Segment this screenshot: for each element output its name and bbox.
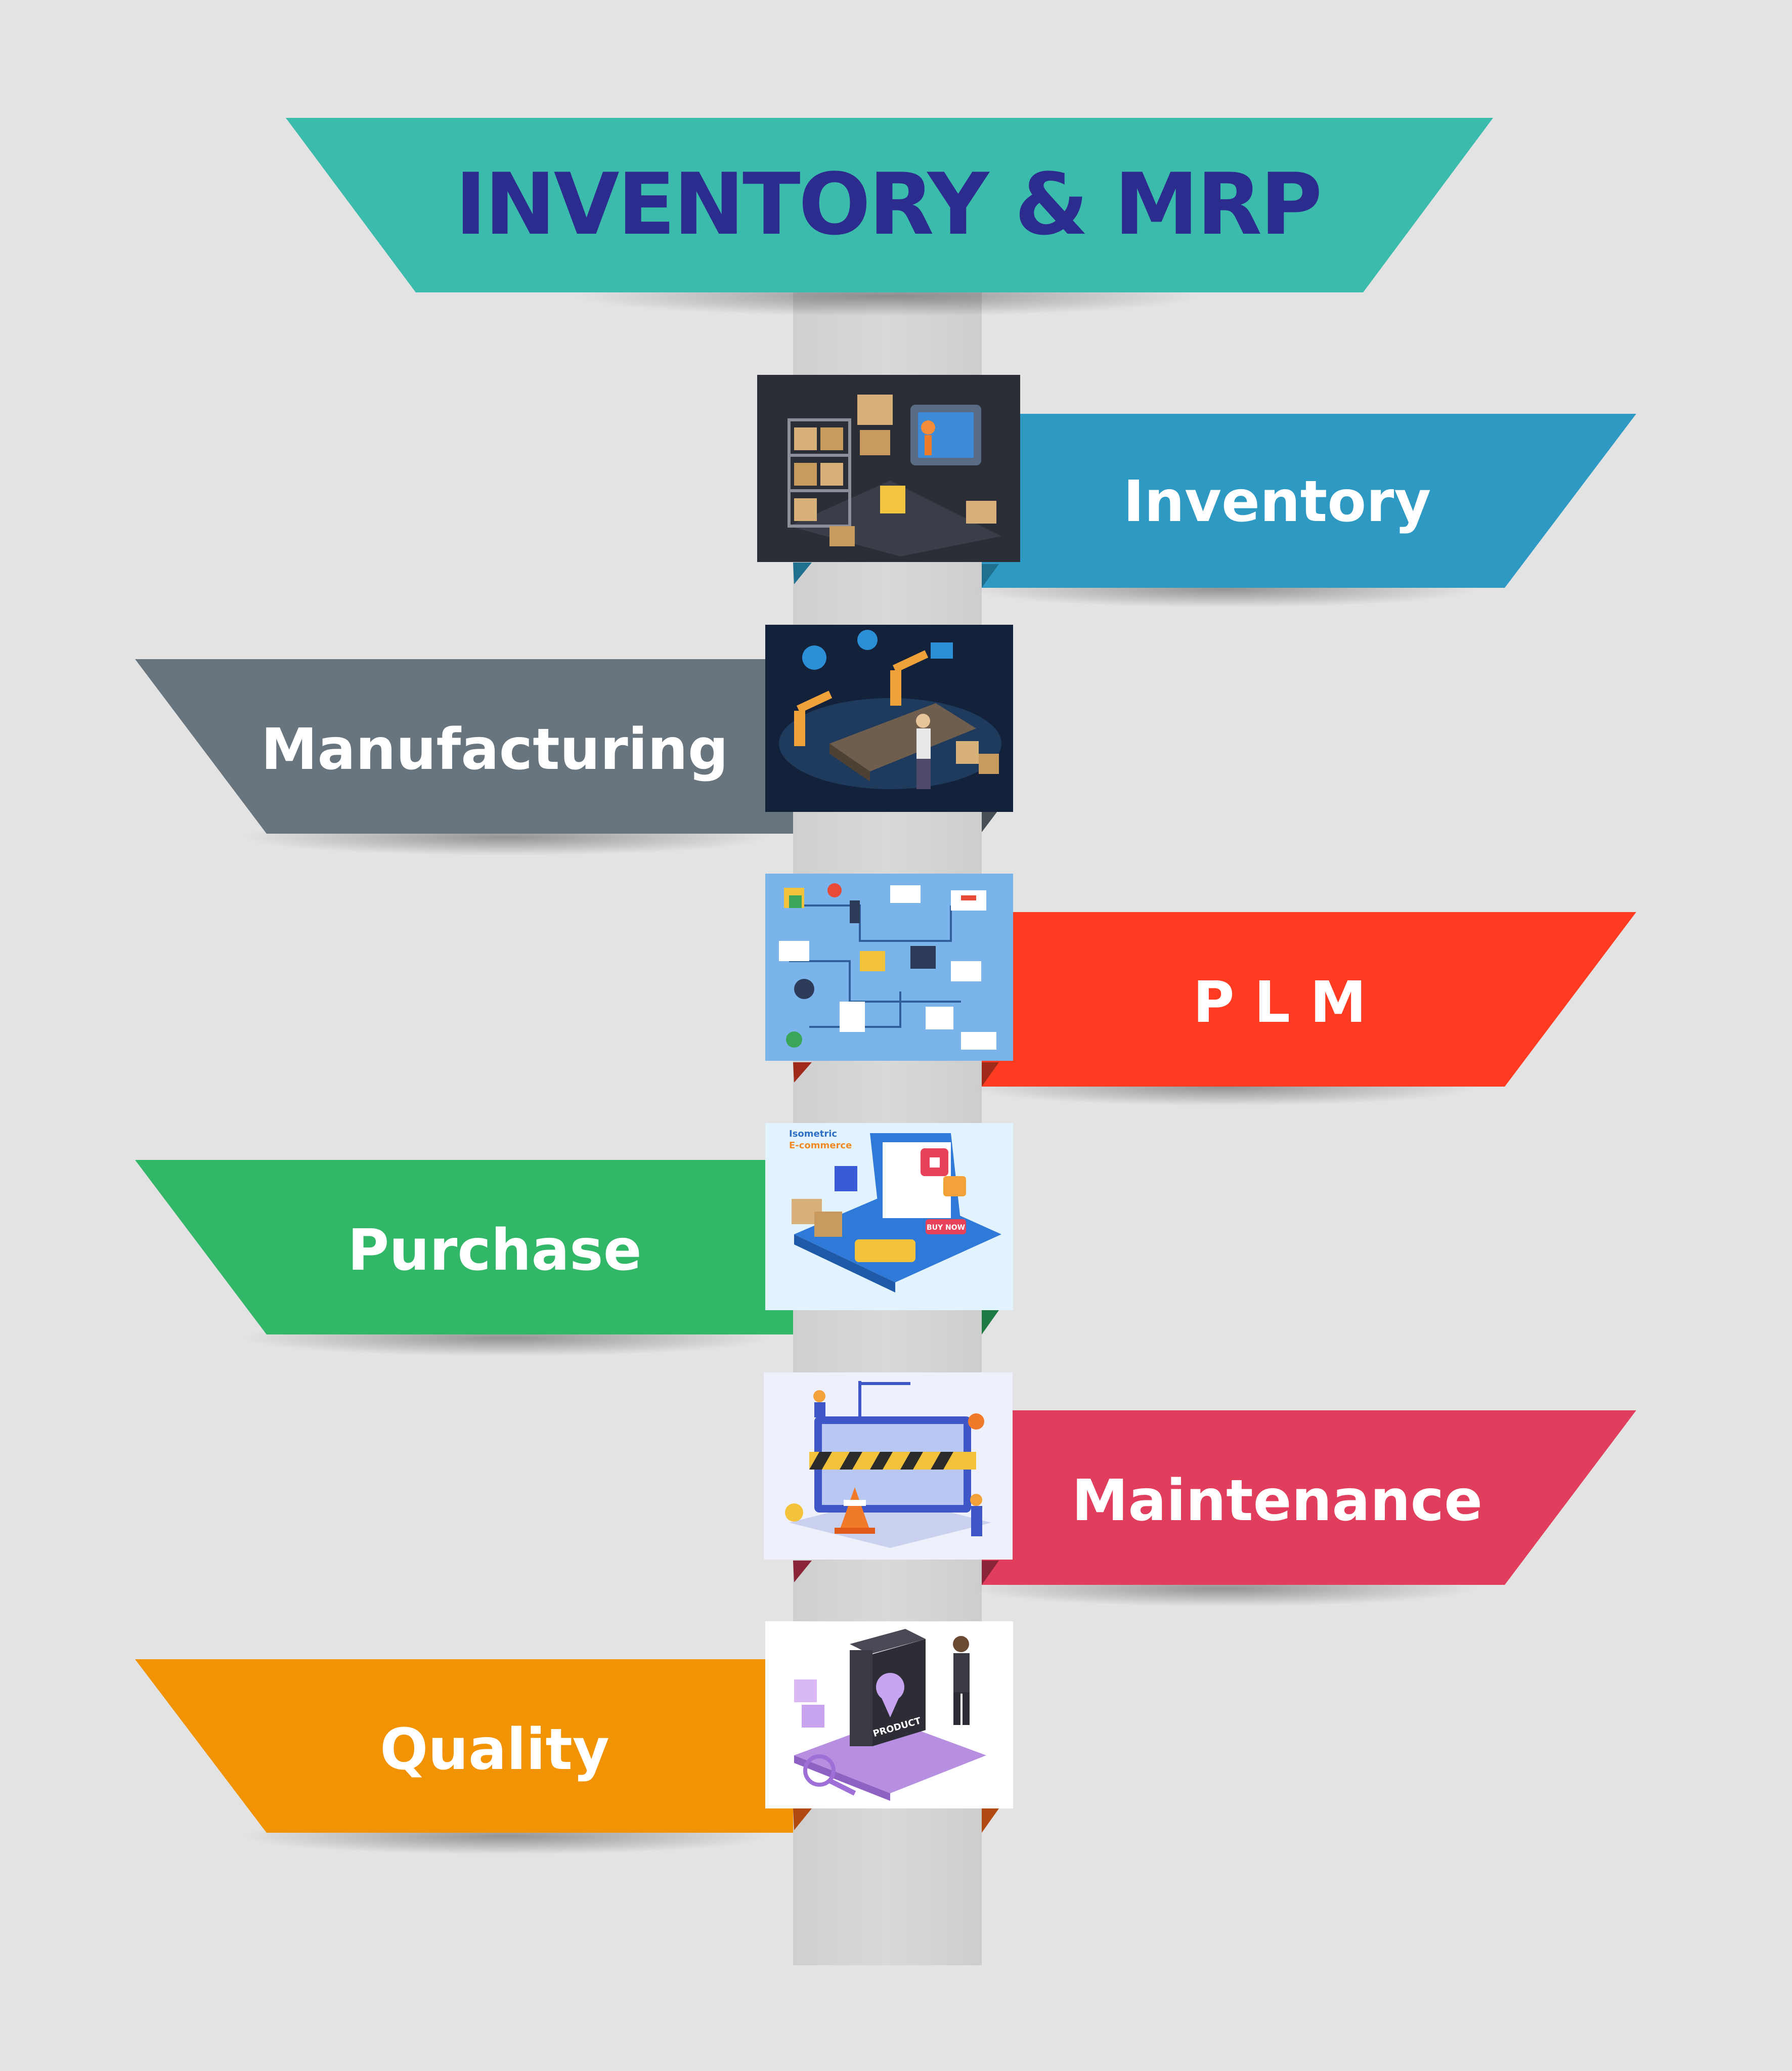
svg-text:E-commerce: E-commerce	[789, 1140, 852, 1151]
title-banner: INVENTORY & MRP	[286, 118, 1493, 316]
warehouse-inventory-illustration	[757, 375, 1020, 562]
branch-manufacturing: Manufacturing	[135, 625, 1013, 855]
svg-text:BUY NOW: BUY NOW	[927, 1224, 965, 1232]
website-maintenance-illustration	[764, 1372, 1013, 1560]
branch-label-manufacturing: Manufacturing	[261, 717, 728, 783]
branch-maintenance: Maintenance	[764, 1372, 1636, 1607]
branch-label-inventory: Inventory	[1123, 469, 1431, 535]
branch-quality: Quality PRODUCT	[135, 1621, 1013, 1854]
branch-label-purchase: Purchase	[347, 1218, 641, 1283]
branch-label-plm: P L M	[1193, 970, 1367, 1036]
branch-inventory: Inventory	[757, 375, 1636, 608]
svg-text:Isometric: Isometric	[789, 1129, 837, 1139]
isometric-ecommerce-illustration: Isometric E-commerce BUY NOW	[765, 1123, 1013, 1310]
page-title: INVENTORY & MRP	[455, 155, 1321, 254]
branch-purchase: Purchase Isometric E-commerce BUY NOW	[135, 1123, 1013, 1356]
product-quality-check-illustration: PRODUCT	[765, 1621, 1013, 1808]
branch-label-quality: Quality	[380, 1717, 609, 1783]
branch-label-maintenance: Maintenance	[1072, 1468, 1482, 1534]
product-lifecycle-infographic-illustration	[765, 874, 1013, 1061]
branch-plm: P L M	[765, 874, 1636, 1106]
robotic-assembly-line-illustration	[765, 625, 1013, 812]
